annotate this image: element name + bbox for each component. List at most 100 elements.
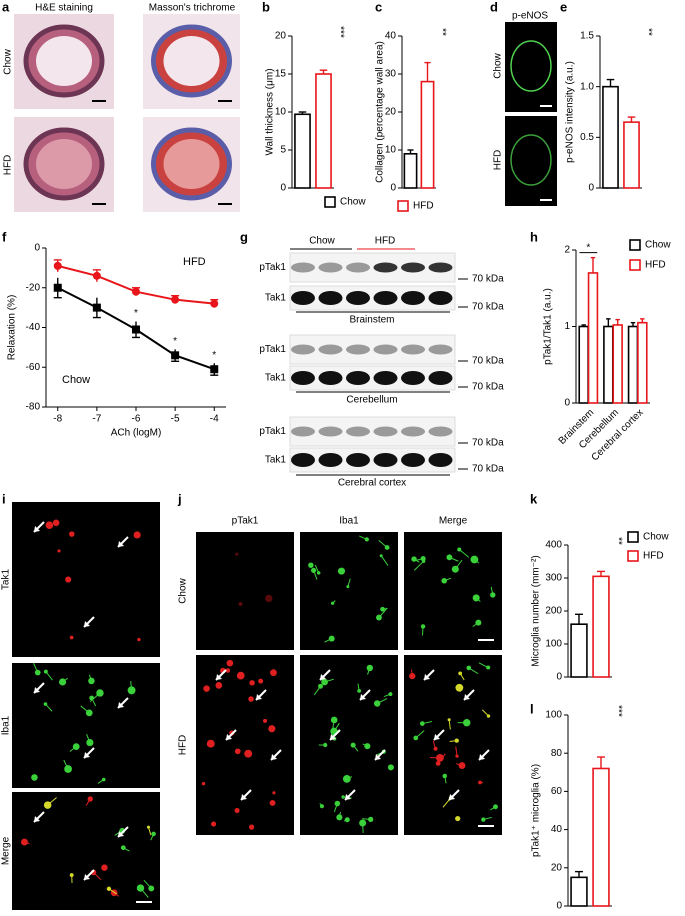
bar [294,113,311,189]
band [318,426,343,437]
significance: ** [612,537,623,545]
process [458,549,470,558]
process [483,816,492,821]
panel-letter: g [240,229,248,244]
process [85,798,91,806]
legend-swatch [397,200,409,212]
legend-swatch [629,259,641,271]
band-label: Tak1 [265,293,287,304]
column-header: Merge [439,516,468,527]
y-tick-label: 0 [390,183,396,194]
arrow-head [464,694,470,700]
bar [592,767,610,907]
process [93,872,102,881]
legend-label: Chow [645,240,671,251]
process [313,570,318,580]
line [57,264,215,305]
y-axis-label: Relaxation (%) [7,295,18,361]
arrow-head [118,541,124,547]
arrow-head [241,794,247,800]
arrow-head [216,674,222,680]
process [472,622,479,628]
legend-label: HFD [413,201,434,212]
cell-signal [101,864,108,871]
y-axis-label: Wall thickness (μm) [265,68,276,155]
band [291,426,315,437]
vessel-lumen [163,139,220,189]
micrograph [143,117,240,212]
cell-signal [52,519,60,527]
process [108,888,117,895]
band-label: pTak1 [259,426,286,437]
bar [612,324,623,404]
process [324,638,332,643]
arrow-head [320,674,326,680]
y-axis-label: Collagen (percentage wall area) [375,41,386,183]
row-label: Tak1 [1,569,12,591]
process [378,607,388,618]
significance: ** [436,28,447,36]
cell-signal [133,531,141,539]
cell-signal [493,804,498,810]
process [455,746,458,757]
micrograph [14,14,114,109]
process [80,705,90,714]
process [384,693,391,698]
micrograph [505,22,557,112]
process [97,779,104,784]
micrograph [300,532,398,650]
arrow-head [271,754,277,760]
cell-signal [463,719,471,727]
process [422,721,433,725]
series-label: HFD [183,256,206,268]
arrow-head [34,687,40,693]
y-tick-label: -40 [26,322,41,333]
micrograph [505,116,557,206]
marker-label: 70 kDa [472,438,504,449]
process [449,740,457,743]
marker [210,299,219,308]
row-label: Chow [3,48,14,74]
process [478,662,489,668]
marker-label: 70 kDa [472,274,504,285]
cell-signal [69,635,74,640]
bar [578,325,589,404]
process [422,626,424,636]
column-header: H&E staining [35,3,93,14]
band [318,344,343,355]
row-label: Chow [493,52,504,78]
arrow-head [345,794,351,800]
bar [570,623,588,678]
process [474,559,480,564]
band-label: pTak1 [259,344,286,355]
process [62,677,69,683]
panel-letter: c [375,0,382,14]
process [475,597,481,602]
arrow-head [84,621,90,627]
row-label: Iba1 [1,715,12,735]
y-tick-label: 0 [588,183,594,194]
bar [592,575,610,678]
panel-letter: f [2,229,7,244]
y-tick-label: -80 [26,402,41,413]
process [362,823,364,834]
marker [92,271,101,280]
x-tick-label: -8 [53,414,62,425]
band [401,262,425,273]
arrow-head [84,752,90,758]
vessel-lumen [163,36,220,86]
cell-signal [258,678,264,684]
process [338,811,342,818]
cell-signal [244,749,253,758]
cell-signal [203,685,210,692]
band [373,426,398,437]
blot [289,285,456,311]
process [143,879,152,889]
marker-label: 70 kDa [472,302,504,313]
blot [289,447,456,473]
process [102,867,105,871]
y-axis-label: pTak1⁺ microglia (%) [531,764,542,857]
process [457,818,459,820]
process [89,692,101,703]
y-tick-label: 10 [385,145,397,156]
